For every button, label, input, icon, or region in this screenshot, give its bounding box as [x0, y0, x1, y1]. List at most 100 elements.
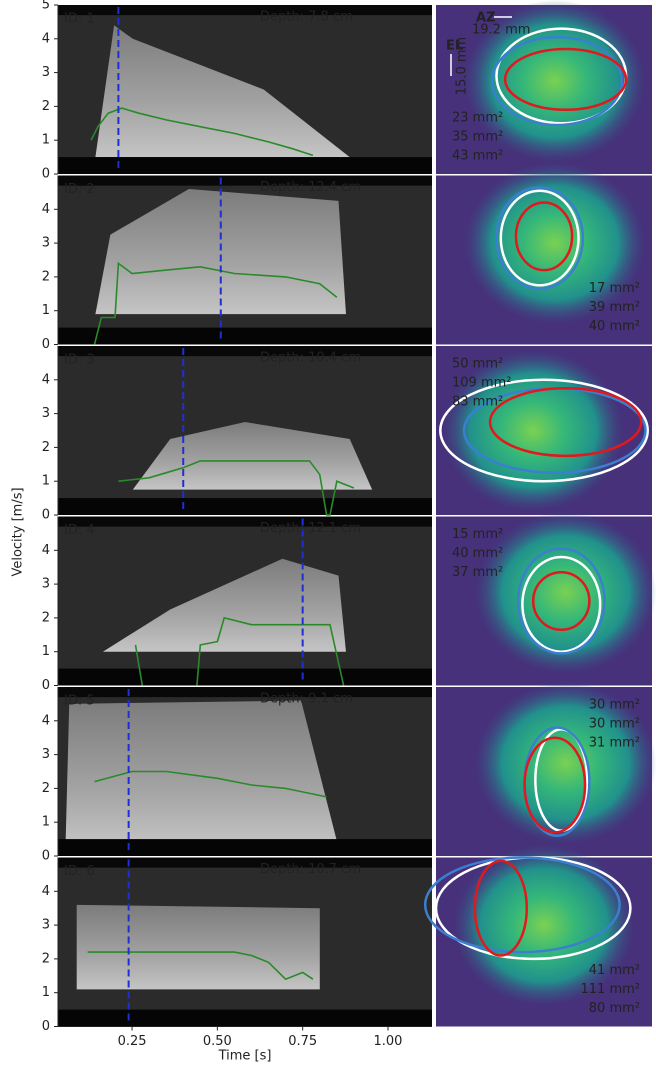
area-label: 15 mm²	[452, 527, 503, 542]
y-tick-label: 1	[42, 133, 50, 148]
y-tick-label: 4	[42, 31, 50, 46]
panel-title: ID: 2	[64, 182, 95, 197]
y-tick-label: 3	[42, 236, 50, 251]
depth-annotation: Depth: 12.4 cm	[260, 180, 361, 195]
area-label: 17 mm²	[589, 281, 640, 296]
area-label: 23 mm²	[452, 111, 503, 126]
y-tick-label: 3	[42, 65, 50, 80]
spectrogram-top	[58, 5, 432, 16]
y-tick-label: 1	[42, 644, 50, 659]
spectrogram-top	[58, 857, 432, 868]
panel-title: ID: 6	[64, 864, 95, 879]
contour	[495, 186, 585, 290]
y-tick-label: 2	[42, 951, 50, 966]
spectrogram-floor	[58, 327, 432, 345]
velocity-trace	[87, 951, 314, 981]
y-tick-label: 4	[42, 202, 50, 217]
image-blob	[474, 681, 656, 845]
area-label: 40 mm²	[452, 546, 503, 561]
depth-annotation: Depth: 9.1 cm	[260, 692, 353, 707]
area-label: 30 mm²	[589, 717, 640, 732]
spectrogram-signal	[65, 700, 339, 848]
contour	[490, 35, 624, 127]
spectrogram-top	[58, 346, 432, 357]
y-tick-label: 0	[42, 849, 50, 864]
x-tick-label: 1.00	[374, 1034, 403, 1049]
area-label: 40 mm²	[589, 319, 640, 334]
area-label: 39 mm²	[589, 300, 640, 315]
spectrogram-floor	[58, 839, 432, 856]
area-label: 41 mm²	[589, 963, 640, 978]
contour	[439, 378, 649, 483]
contour	[503, 47, 628, 112]
y-tick-label: 4	[42, 713, 50, 728]
area-label: 50 mm²	[452, 357, 503, 372]
y-tick-label: 2	[42, 99, 50, 114]
spectrogram-floor	[58, 498, 432, 515]
spectrogram-floor	[58, 157, 432, 174]
panel-title: ID: 4	[64, 523, 95, 538]
depth-annotation: Depth: 10.7 cm	[260, 862, 361, 877]
spectrogram-top	[58, 175, 432, 186]
spectrogram-signal	[132, 422, 373, 490]
spectrogram-floor	[58, 1009, 432, 1027]
panel-title: ID: 5	[64, 694, 95, 709]
y-axis-label: Velocity [m/s]	[11, 487, 26, 576]
velocity-trace	[94, 770, 327, 798]
spectrogram-top	[58, 687, 432, 698]
panel-title: ID: 1	[64, 12, 95, 27]
y-tick-label: 3	[42, 406, 50, 421]
scale-az: AZ	[476, 11, 496, 26]
y-tick-label: 1	[42, 815, 50, 830]
area-label: 37 mm²	[452, 565, 503, 580]
velocity-trace	[134, 616, 345, 686]
y-tick-label: 4	[42, 372, 50, 387]
y-tick-label: 2	[42, 440, 50, 455]
scale-az-size: 19.2 mm	[472, 23, 530, 38]
y-tick-label: 0	[42, 337, 50, 352]
y-tick-label: 4	[42, 884, 50, 899]
image-blob	[464, 0, 646, 163]
panel-title: ID: 3	[64, 353, 95, 368]
contour	[488, 387, 643, 458]
x-tick-label: 0.75	[288, 1034, 317, 1049]
contour	[531, 571, 591, 631]
image-blob	[442, 349, 624, 512]
spectrogram-top	[58, 516, 432, 527]
contour	[516, 547, 606, 655]
y-tick-label: 0	[42, 1019, 50, 1034]
velocity-trace	[90, 107, 314, 157]
y-tick-label: 5	[42, 0, 50, 13]
y-tick-label: 3	[42, 577, 50, 592]
area-label: 35 mm²	[452, 130, 503, 145]
spectrogram-signal	[95, 25, 350, 158]
area-label: 80 mm²	[589, 1001, 640, 1016]
y-tick-label: 0	[42, 678, 50, 693]
y-tick-label: 1	[42, 303, 50, 318]
depth-annotation: Depth: 7.8 cm	[260, 10, 353, 25]
y-tick-label: 1	[42, 985, 50, 1000]
y-tick-label: 0	[42, 167, 50, 182]
spectrogram-signal	[102, 558, 346, 652]
area-label: 30 mm²	[589, 698, 640, 713]
velocity-trace	[118, 460, 355, 516]
y-tick-label: 2	[42, 269, 50, 284]
spectrogram-signal	[76, 904, 320, 990]
x-axis-label: Time [s]	[218, 1049, 272, 1064]
y-tick-label: 3	[42, 747, 50, 762]
y-tick-label: 2	[42, 610, 50, 625]
area-label: 109 mm²	[452, 376, 511, 391]
depth-annotation: Depth: 12.1 cm	[260, 521, 361, 536]
scale-el-size: 15.0 mm	[455, 37, 470, 95]
x-tick-label: 0.50	[203, 1034, 232, 1049]
contour	[521, 555, 602, 653]
contour	[473, 859, 528, 957]
scale-el: EL	[446, 39, 463, 54]
y-tick-label: 0	[42, 508, 50, 523]
area-label: 83 mm²	[452, 395, 503, 410]
contour	[423, 856, 621, 954]
image-blob	[453, 843, 635, 1007]
area-label: 111 mm²	[581, 982, 640, 997]
contour	[523, 736, 587, 834]
